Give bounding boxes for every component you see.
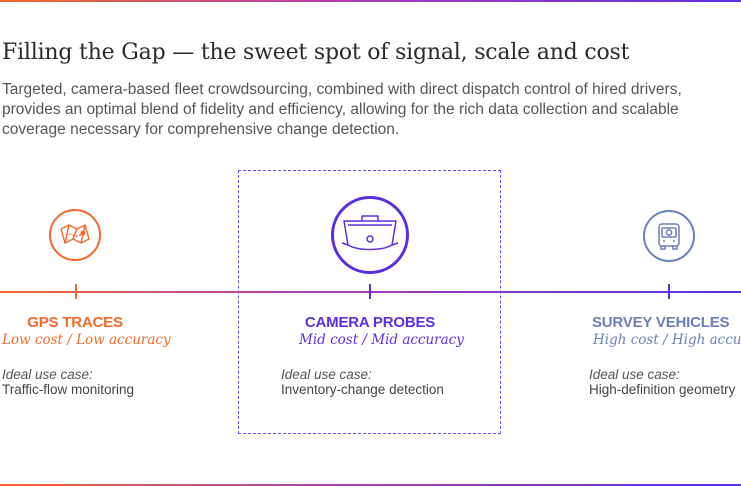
- camera-probes-icon-circle: [331, 196, 409, 274]
- intro-paragraph: Targeted, camera-based fleet crowdsourci…: [2, 81, 682, 138]
- gps-traces-icon-circle: [49, 209, 101, 261]
- bottom-gradient-rule: [0, 484, 741, 486]
- spectrum-axis: [0, 291, 741, 293]
- camera-probes-use-label: Ideal use case:: [281, 367, 372, 382]
- survey-vehicles-name: SURVEY VEHICLES: [592, 314, 730, 331]
- survey-vehicles-use-value: High-definition geometry: [589, 382, 736, 397]
- survey-vehicles-icon-circle: [643, 210, 695, 262]
- axis-tick-camera: [369, 284, 371, 299]
- map-icon: [60, 224, 90, 244]
- survey-vehicle-icon: [658, 223, 680, 250]
- page-title: Filling the Gap — the sweet spot of sign…: [2, 40, 630, 65]
- gps-traces-subtitle: Low cost / Low accuracy: [2, 332, 171, 348]
- survey-vehicles-subtitle: High cost / High accuracy: [593, 332, 741, 348]
- camera-probes-name: CAMERA PROBES: [304, 314, 436, 331]
- camera-probes-subtitle: Mid cost / Mid accuracy: [299, 332, 464, 348]
- gps-traces-name: GPS TRACES: [27, 314, 123, 331]
- camera-probes-use-value: Inventory-change detection: [281, 382, 444, 397]
- survey-vehicles-use-label: Ideal use case:: [589, 367, 680, 382]
- axis-tick-gps: [75, 284, 77, 299]
- highlight-box: [238, 170, 501, 434]
- dashcam-icon: [341, 215, 399, 251]
- gps-traces-use-label: Ideal use case:: [2, 367, 93, 382]
- top-gradient-rule: [0, 0, 741, 2]
- gps-traces-use-value: Traffic-flow monitoring: [2, 382, 135, 397]
- axis-tick-survey: [668, 284, 670, 299]
